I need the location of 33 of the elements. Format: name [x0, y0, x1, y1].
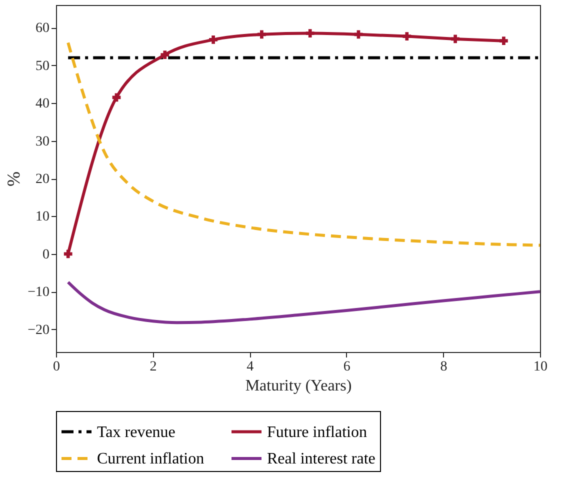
- point: [64, 250, 72, 258]
- point: [112, 93, 121, 102]
- x-tick-label: 4: [246, 360, 254, 374]
- point: [306, 29, 314, 38]
- point: [402, 32, 412, 40]
- y-tick-label: 10: [36, 210, 50, 225]
- x-tick-label: 6: [343, 360, 350, 374]
- y-tick-label: −10: [28, 285, 50, 300]
- x-tick-label: 8: [440, 360, 448, 374]
- y-tick-label: 60: [36, 21, 50, 36]
- legend-label: Tax revenue: [97, 424, 176, 441]
- point: [160, 50, 170, 59]
- x-tick-label: 0: [53, 360, 60, 374]
- legend-label: Current inflation: [97, 450, 204, 468]
- y-tick-label: 0: [42, 247, 50, 262]
- legend-label: Future inflation: [267, 424, 367, 441]
- y-tick-label: 40: [36, 96, 50, 112]
- point: [451, 34, 460, 44]
- y-tick-label: 20: [36, 172, 50, 187]
- point: [258, 30, 266, 39]
- y-tick-label: −20: [28, 322, 50, 338]
- legend-label: Real interest rate: [267, 450, 376, 468]
- point: [354, 30, 363, 39]
- x-tick-label: 10: [534, 360, 548, 374]
- line-series: [66, 41, 542, 247]
- y-tick-label: 50: [36, 58, 50, 74]
- y-tick-label: 30: [36, 134, 50, 150]
- x-tick-label: 2: [150, 360, 157, 374]
- line-series: [66, 280, 542, 324]
- point: [500, 36, 508, 46]
- x-axis-title: Maturity (Years): [245, 378, 352, 394]
- point: [209, 36, 218, 44]
- y-axis-title: %: [4, 172, 24, 186]
